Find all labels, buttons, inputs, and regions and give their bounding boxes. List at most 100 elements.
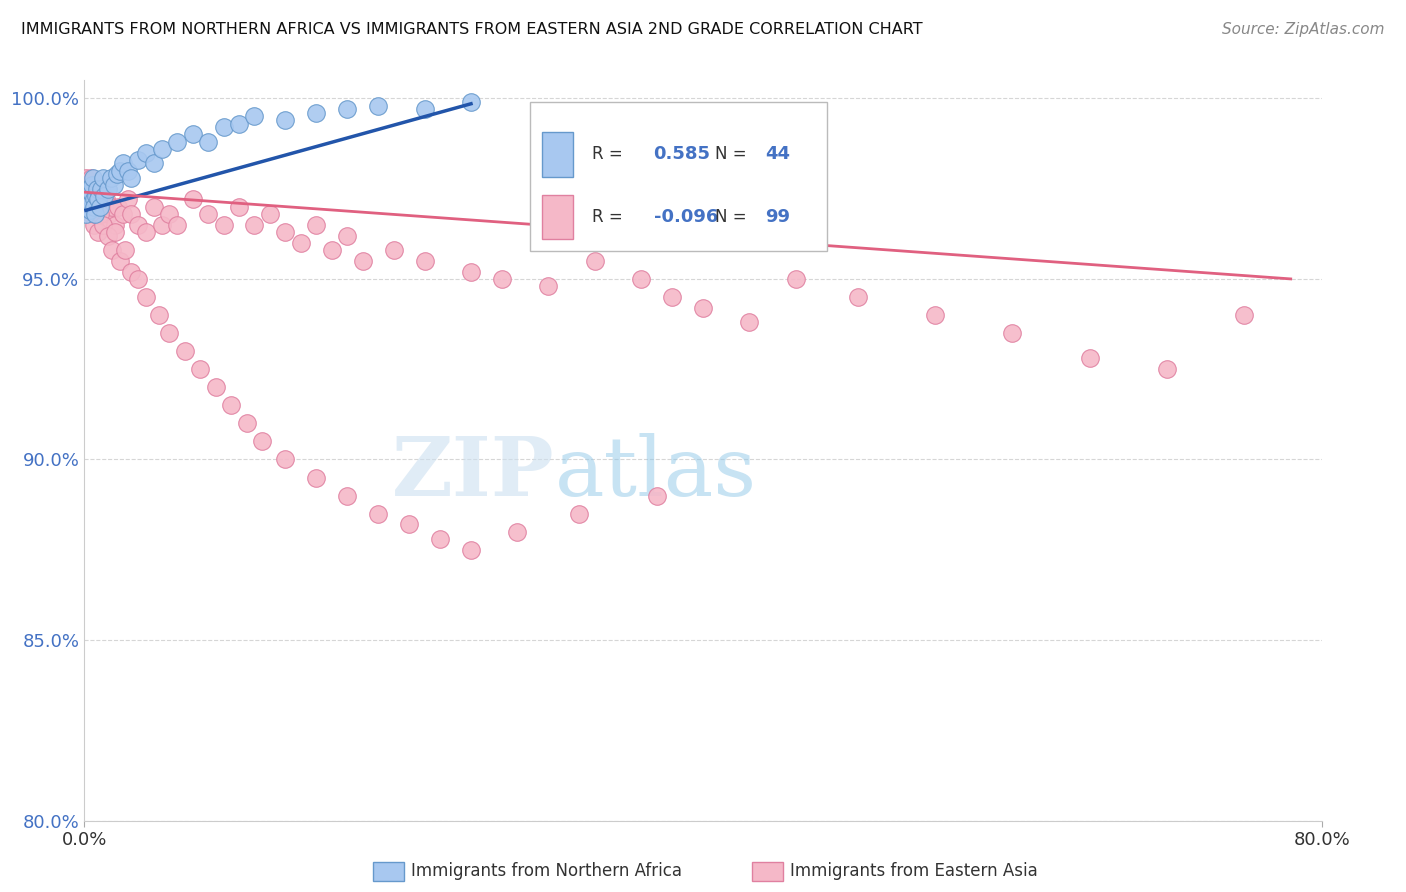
Point [197,135,219,149]
Point [143,156,166,170]
Text: R =: R = [592,145,623,163]
Point [692,301,714,315]
Point [101,200,124,214]
Point [77,181,100,195]
Point [79,207,101,221]
Point [77,189,100,203]
Point [1078,351,1101,366]
Point [274,225,297,239]
Point [174,344,197,359]
Point [83,189,105,203]
Point [159,326,180,340]
Point [1001,326,1024,340]
FancyBboxPatch shape [543,132,574,177]
Point [583,253,606,268]
Point [77,200,100,214]
Point [785,272,807,286]
Point [86,200,108,214]
Point [159,207,180,221]
Point [82,207,104,221]
Point [114,243,136,257]
Text: -0.096: -0.096 [654,208,718,227]
Point [96,228,118,243]
Point [89,207,111,221]
Point [1156,362,1178,376]
Point [243,109,266,123]
Point [87,225,110,239]
Point [108,253,131,268]
Point [94,193,117,207]
Point [120,265,142,279]
Text: 99: 99 [765,208,790,227]
FancyBboxPatch shape [543,195,574,239]
Point [84,207,107,221]
Point [336,228,359,243]
Point [112,156,135,170]
Point [135,290,157,304]
Point [305,218,328,232]
Text: 44: 44 [765,145,790,163]
Point [846,290,869,304]
Point [352,253,374,268]
Point [305,470,328,484]
Text: ZIP: ZIP [392,433,554,513]
Point [413,102,436,116]
Text: Immigrants from Eastern Asia: Immigrants from Eastern Asia [790,863,1038,880]
Point [537,279,560,293]
Point [460,265,482,279]
Point [82,196,104,211]
Point [82,200,104,214]
Point [212,218,235,232]
Point [82,170,104,185]
Point [413,253,436,268]
Point [305,105,328,120]
Text: Source: ZipAtlas.com: Source: ZipAtlas.com [1222,22,1385,37]
Point [321,243,343,257]
Point [90,207,112,221]
Point [460,542,482,557]
Point [87,193,110,207]
Point [235,417,259,431]
Point [84,181,107,195]
Point [143,200,166,214]
Point [367,98,389,112]
Point [150,142,173,156]
Point [86,181,108,195]
Point [135,145,157,160]
Point [630,272,652,286]
Point [91,170,114,185]
Point [1233,308,1256,322]
Point [91,218,114,232]
Point [117,163,139,178]
Point [98,207,121,221]
Point [89,200,111,214]
Point [243,218,266,232]
Point [429,532,451,546]
Text: R =: R = [592,208,623,227]
Point [82,178,104,192]
Point [181,193,204,207]
Point [75,181,97,195]
Point [104,218,127,232]
Point [86,193,108,207]
Point [336,489,359,503]
Point [104,225,127,239]
Point [188,362,212,376]
Point [77,189,100,203]
Text: N =: N = [716,145,747,163]
Point [150,218,173,232]
Point [93,189,115,203]
Point [90,181,112,195]
Point [120,170,142,185]
Point [75,207,97,221]
Point [89,200,111,214]
Point [924,308,946,322]
Point [87,186,110,200]
Point [205,380,228,394]
Text: atlas: atlas [554,433,756,513]
Point [107,200,129,214]
Point [103,178,125,192]
Point [79,196,101,211]
Point [460,95,482,109]
Point [181,128,204,142]
